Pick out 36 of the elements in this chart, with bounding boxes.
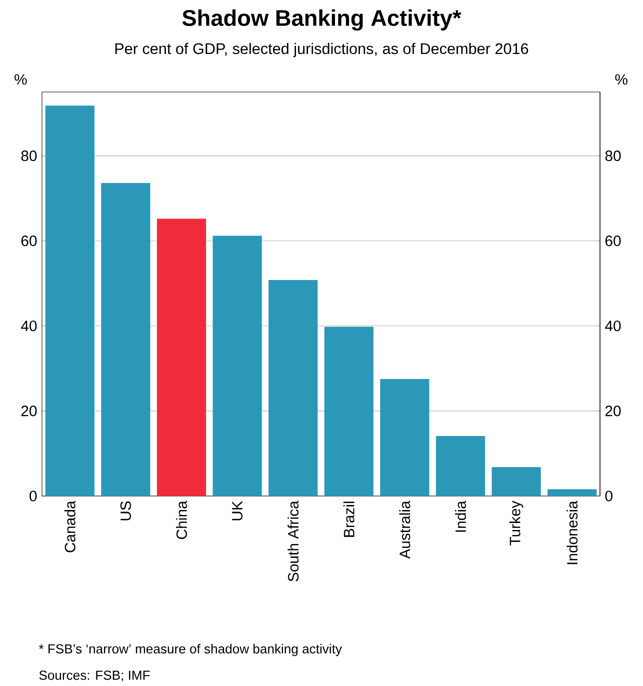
x-tick-label: India bbox=[455, 500, 466, 532]
bar bbox=[268, 280, 318, 496]
chart-title: Shadow Banking Activity* bbox=[182, 9, 462, 31]
x-tick-label: Canada bbox=[64, 500, 76, 552]
bar bbox=[436, 436, 486, 496]
x-tick-label: South Africa bbox=[288, 500, 299, 582]
y-axis-title: % bbox=[14, 74, 27, 85]
bar bbox=[45, 106, 94, 496]
y-tick-label: 0 bbox=[30, 490, 37, 502]
y2-tick-label: 40 bbox=[605, 320, 621, 332]
x-tick-label: Turkey bbox=[509, 500, 524, 546]
x-tick-label: China bbox=[176, 500, 187, 539]
x-tick-label: US bbox=[120, 501, 131, 520]
y2-tick-label: 60 bbox=[605, 236, 621, 246]
bar bbox=[492, 467, 541, 496]
bar bbox=[212, 236, 262, 496]
y2-axis-title: % bbox=[615, 74, 628, 85]
y2-tick-label: 80 bbox=[605, 150, 621, 162]
bar bbox=[380, 379, 430, 496]
y2-tick-label: 0 bbox=[605, 490, 612, 502]
y-tick-label: 60 bbox=[21, 236, 37, 246]
y-tick-label: 40 bbox=[21, 320, 37, 332]
y-tick-label: 20 bbox=[21, 406, 37, 416]
bar bbox=[548, 489, 597, 496]
text: * FSB’s ‘narrow’ measure of shadow banking activity bbox=[38, 644, 342, 656]
x-tick-label: Brazil bbox=[343, 502, 354, 537]
y2-tick-label: 20 bbox=[605, 406, 621, 416]
x-tick-label: UK bbox=[232, 500, 243, 520]
chart-subtitle: Per cent of GDP, selected jurisdictions, as of December 2016 bbox=[115, 42, 528, 58]
bar bbox=[156, 218, 206, 496]
x-tick-label: Australia bbox=[399, 500, 410, 559]
source-note: Sources: FSB; IMF bbox=[39, 670, 150, 682]
bar bbox=[324, 326, 374, 496]
bar bbox=[101, 183, 150, 496]
y-tick-label: 80 bbox=[21, 150, 37, 162]
x-tick-label: Indonesia bbox=[566, 500, 578, 564]
